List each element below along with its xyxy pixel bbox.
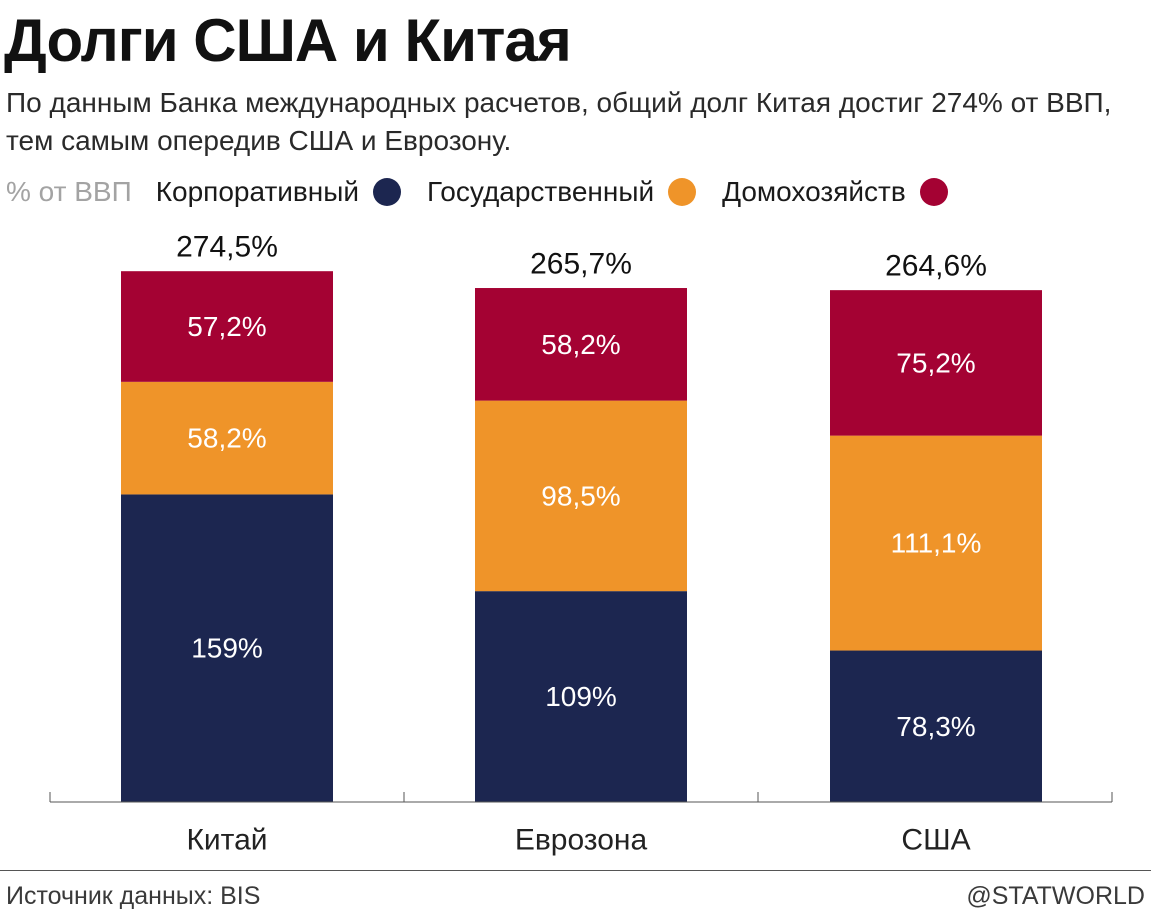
- chart-subtitle: По данным Банка международных расчетов, …: [6, 87, 1112, 156]
- segment-value-label: 159%: [191, 633, 263, 664]
- legend-item-household: Домохозяйств: [722, 176, 948, 208]
- legend-dot-government: [668, 178, 697, 206]
- x-category-label: Еврозона: [515, 824, 648, 857]
- bar-segment-government: [830, 435, 1042, 651]
- bar-segment-household: [830, 290, 1042, 436]
- x-category-label: Китай: [186, 824, 267, 857]
- segment-value-label: 58,2%: [187, 423, 266, 454]
- segment-value-label: 75,2%: [896, 347, 975, 378]
- segment-value-label: 57,2%: [187, 311, 266, 342]
- bar-segment-household: [475, 288, 687, 401]
- legend-label-corporate: Корпоративный: [155, 176, 360, 207]
- footer-divider: [0, 870, 1151, 871]
- legend-item-government: Государственный: [427, 176, 697, 208]
- segment-value-label: 78,3%: [896, 711, 975, 742]
- bar-segment-corporate: [830, 650, 1042, 802]
- credit-handle: @STATWORLD: [966, 882, 1145, 910]
- chart-title: Долги США и Китая: [4, 7, 572, 74]
- bar-total-label: 264,6%: [885, 250, 987, 283]
- segment-value-label: 109%: [545, 681, 617, 712]
- bar-segment-corporate: [475, 591, 687, 802]
- bar-total-label: 274,5%: [176, 231, 278, 264]
- bar-segment-government: [121, 381, 333, 495]
- segment-value-label: 98,5%: [541, 480, 620, 511]
- legend-dot-household: [919, 178, 948, 206]
- x-category-label: США: [901, 824, 970, 857]
- segment-value-label: 58,2%: [541, 329, 620, 360]
- bar-total-label: 265,7%: [530, 248, 632, 281]
- legend-dot-corporate: [373, 178, 402, 206]
- stacked-bar-chart: 159% 58,2% 57,2% 274,5% Китай 109% 98,5% 58,2% 2…: [49, 231, 1113, 857]
- legend-label-household: Домохозяйств: [722, 176, 906, 207]
- legend-label-government: Государственный: [427, 176, 655, 207]
- legend-unit: % от ВВП: [6, 176, 132, 207]
- legend-item-corporate: Корпоративный: [155, 176, 402, 208]
- bar-segment-government: [475, 400, 687, 592]
- bar-segment-household: [121, 271, 333, 382]
- source-note: Источник данных: BIS: [6, 882, 261, 910]
- segment-value-label: 111,1%: [891, 528, 982, 559]
- bar-segment-corporate: [121, 494, 333, 802]
- legend: % от ВВП Корпоративный Государственный Д…: [6, 170, 948, 214]
